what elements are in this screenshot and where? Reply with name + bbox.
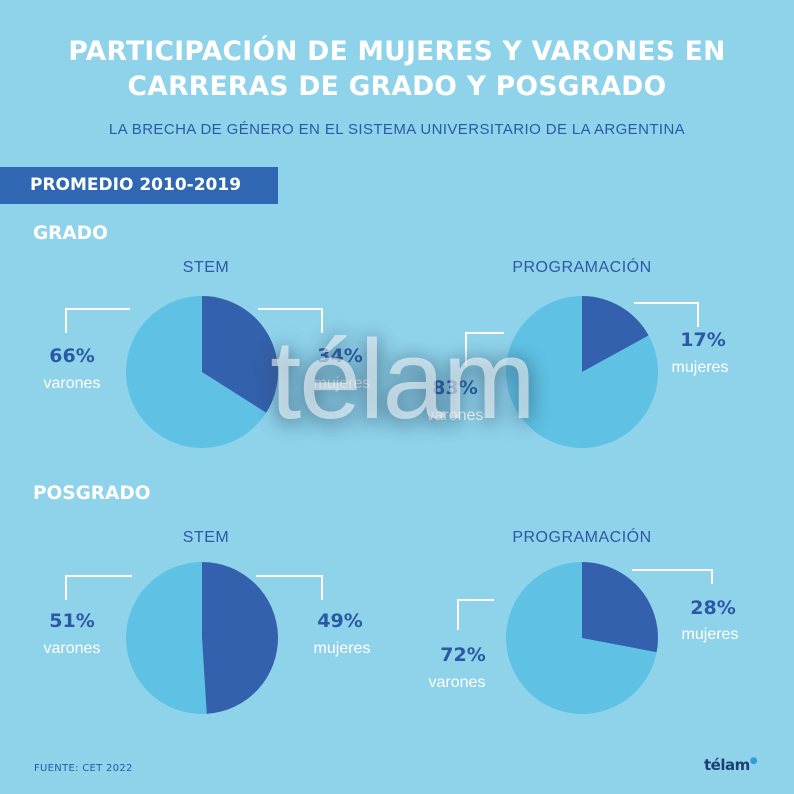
pie-1-label-mujeres: mujeres xyxy=(672,359,729,376)
telam-logo: télam● xyxy=(704,756,758,774)
pie-0-label-varones: varones xyxy=(44,375,101,392)
page-title: PARTICIPACIÓN DE MUJERES Y VARONES EN CA… xyxy=(0,34,794,104)
pie-1-bracket-mujeres xyxy=(634,302,699,327)
pie-2-label-varones: varones xyxy=(44,640,101,657)
page-subtitle: LA BRECHA DE GÉNERO EN EL SISTEMA UNIVER… xyxy=(108,121,686,138)
source-note: FUENTE: CET 2022 xyxy=(34,763,133,774)
pie-0-pct-varones: 66% xyxy=(49,345,94,367)
pie-3-bracket-varones xyxy=(457,599,494,630)
pie-2-bracket-varones xyxy=(65,575,132,600)
pie-1-title: PROGRAMACIÓN xyxy=(512,257,651,276)
pie-1-slice-mujeres xyxy=(582,296,649,372)
pie-2-slice-mujeres xyxy=(202,562,279,714)
pie-0-bracket-varones xyxy=(65,308,130,333)
pie-2-slice-varones xyxy=(126,562,207,714)
pie-0-title: STEM xyxy=(183,259,229,276)
pie-3-slice-varones xyxy=(506,562,657,714)
period-banner: PROMEDIO 2010-2019 xyxy=(0,167,278,204)
pie-3-pct-mujeres: 28% xyxy=(690,597,735,619)
logo-text: télam xyxy=(704,756,750,774)
watermark: télam xyxy=(270,317,536,442)
pie-3-title: PROGRAMACIÓN xyxy=(512,527,651,546)
pie-3-slice-mujeres xyxy=(582,562,658,653)
section-title-grado: GRADO xyxy=(33,223,108,244)
pie-2-label-mujeres: mujeres xyxy=(314,640,371,657)
pie-2-bracket-mujeres xyxy=(256,575,323,600)
pie-1-pct-mujeres: 17% xyxy=(680,329,725,351)
section-title-posgrado: POSGRADO xyxy=(33,483,151,504)
title-line-1: PARTICIPACIÓN DE MUJERES Y VARONES EN xyxy=(68,36,726,67)
title-line-2: CARRERAS DE GRADO Y POSGRADO xyxy=(127,71,667,102)
pie-2-pct-mujeres: 49% xyxy=(317,610,362,632)
pie-2-title: STEM xyxy=(183,529,229,546)
pie-3-label-mujeres: mujeres xyxy=(682,626,739,643)
pie-3-pct-varones: 72% xyxy=(440,644,485,666)
pie-3-bracket-mujeres xyxy=(632,569,713,584)
pie-3-label-varones: varones xyxy=(429,674,486,691)
pie-2-pct-varones: 51% xyxy=(49,610,94,632)
